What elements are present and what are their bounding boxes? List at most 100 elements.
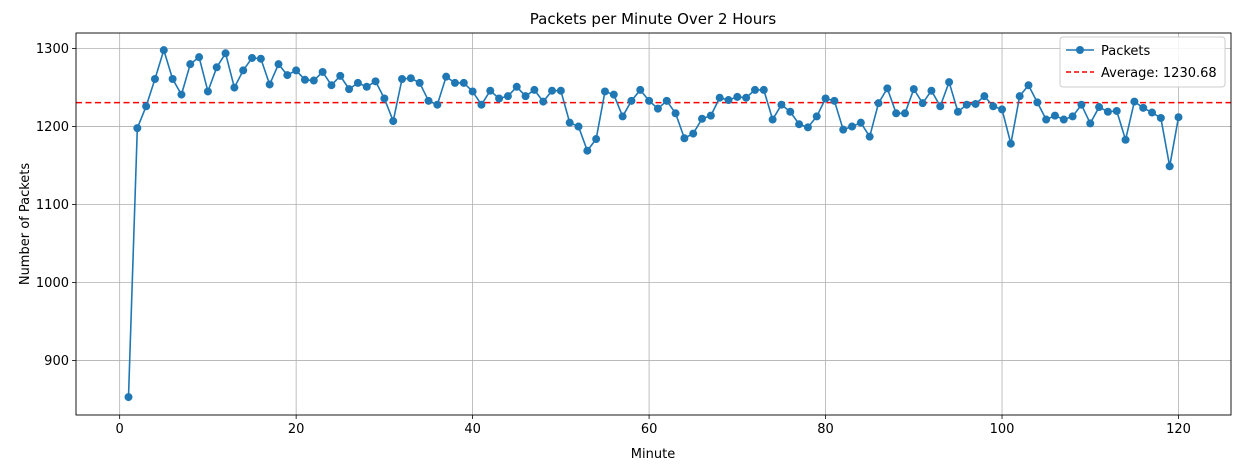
packets-data-point: [142, 102, 151, 111]
packets-data-point: [874, 99, 883, 108]
packets-data-point: [512, 82, 521, 91]
packets-data-point: [909, 85, 918, 94]
packets-data-point: [742, 93, 751, 102]
packets-data-point: [495, 94, 504, 103]
x-tick-label: 120: [1166, 422, 1191, 437]
legend-average-label: Average: 1230.68: [1101, 66, 1217, 81]
packets-data-point: [980, 92, 989, 101]
packets-data-point: [724, 96, 733, 105]
packets-data-point: [812, 112, 821, 121]
x-tick-label: 0: [116, 422, 124, 437]
packets-data-point: [486, 86, 495, 95]
packets-data-point: [371, 77, 380, 86]
x-tick-label: 40: [464, 422, 481, 437]
packets-data-point: [389, 117, 398, 126]
packets-data-point: [442, 72, 451, 81]
legend-packets-label: Packets: [1101, 44, 1151, 59]
packets-data-point: [795, 120, 804, 129]
packets-data-point: [168, 74, 177, 83]
packets-data-point: [539, 97, 548, 106]
packets-data-point: [1042, 115, 1051, 124]
packets-data-point: [256, 54, 265, 63]
packets-data-point: [883, 84, 892, 93]
packets-data-point: [706, 111, 715, 120]
packets-data-point: [592, 135, 601, 144]
series-layer: [124, 46, 1183, 402]
packets-data-point: [265, 80, 274, 89]
packets-data-point: [1174, 113, 1183, 122]
x-ticks: 0 20 40 60 80 100 120: [116, 415, 1191, 437]
packets-data-point: [133, 124, 142, 133]
y-tick-label: 1100: [36, 198, 69, 213]
packets-data-point: [424, 96, 433, 105]
packets-data-point: [530, 85, 539, 94]
packets-data-point: [1130, 97, 1139, 106]
packets-data-point: [733, 92, 742, 101]
packets-data-point: [777, 100, 786, 109]
packets-data-point: [856, 118, 865, 127]
packets-data-point: [1077, 100, 1086, 109]
packets-data-point: [618, 112, 627, 121]
packets-data-point: [186, 60, 195, 69]
packets-data-point: [300, 75, 309, 84]
packets-data-point: [212, 63, 221, 72]
packets-data-point: [318, 67, 327, 76]
packets-data-point: [450, 78, 459, 87]
packets-data-point: [1050, 111, 1059, 120]
packets-data-point: [1112, 106, 1121, 115]
x-tick-label: 80: [817, 422, 834, 437]
packets-data-point: [998, 105, 1007, 114]
packets-data-point: [177, 90, 186, 99]
packets-data-point: [900, 109, 909, 118]
packets-data-point: [1148, 108, 1157, 117]
packets-data-point: [1059, 115, 1068, 124]
packets-data-point: [1095, 103, 1104, 112]
packets-data-point: [556, 86, 565, 95]
chart-title: Packets per Minute Over 2 Hours: [530, 10, 777, 28]
packets-data-point: [962, 100, 971, 109]
packets-data-point: [750, 85, 759, 94]
packets-data-point: [1006, 139, 1015, 148]
packets-data-point: [124, 393, 133, 402]
x-axis-label: Minute: [631, 447, 675, 462]
packets-data-point: [406, 74, 415, 83]
legend: Packets Average: 1230.68: [1059, 36, 1226, 88]
packets-data-point: [150, 74, 159, 83]
packets-data-point: [195, 53, 204, 62]
packets-data-point: [565, 118, 574, 127]
packets-data-point: [239, 66, 248, 75]
packets-data-point: [283, 71, 292, 80]
packets-data-point: [636, 85, 645, 94]
packets-data-point: [345, 85, 354, 94]
packets-data-point: [759, 85, 768, 94]
packets-data-point: [1165, 162, 1174, 171]
packets-data-point: [936, 102, 945, 111]
packets-data-point: [892, 109, 901, 118]
packets-data-point: [645, 96, 654, 105]
packets-data-point: [989, 102, 998, 111]
packets-data-point: [353, 78, 362, 87]
packets-data-point: [477, 100, 486, 109]
x-tick-label: 60: [641, 422, 658, 437]
packets-data-point: [433, 100, 442, 109]
packets-data-point: [1015, 92, 1024, 101]
plot-frame: [75, 32, 1232, 416]
packets-data-point: [786, 107, 795, 116]
x-tick-label: 100: [990, 422, 1015, 437]
packets-data-point: [583, 146, 592, 155]
packets-data-point: [459, 78, 468, 87]
packets-data-point: [415, 78, 424, 87]
y-tick-label: 900: [44, 354, 69, 369]
packets-data-point: [1068, 112, 1077, 121]
packets-data-point: [1156, 113, 1165, 122]
packets-data-point: [309, 76, 318, 85]
y-axis-label: Number of Packets: [18, 163, 33, 286]
packets-data-point: [1086, 119, 1095, 128]
packets-data-point: [715, 93, 724, 102]
packets-data-point: [362, 82, 371, 91]
packets-data-point: [468, 87, 477, 96]
packets-data-point: [803, 123, 812, 132]
packets-data-point: [671, 109, 680, 118]
